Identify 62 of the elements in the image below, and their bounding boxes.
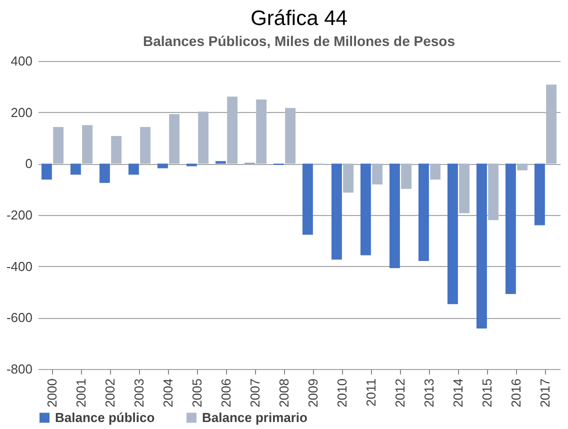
x-tick-label: 2011 bbox=[364, 378, 378, 406]
x-tick-label: 2000 bbox=[44, 378, 60, 408]
chart-subtitle: Balances Públicos, Miles de Millones de Pesos bbox=[143, 33, 456, 49]
bar bbox=[459, 164, 470, 214]
bar bbox=[401, 164, 412, 189]
x-tick-label: 2014 bbox=[450, 378, 466, 408]
x-tick-label: 2001 bbox=[74, 378, 88, 408]
legend-label: Balance primario bbox=[202, 410, 308, 425]
bar bbox=[82, 125, 93, 164]
bar bbox=[430, 164, 441, 180]
x-tick-label: 2017 bbox=[538, 378, 552, 408]
y-tick-label: 400 bbox=[10, 54, 32, 68]
bar bbox=[447, 164, 458, 304]
bar bbox=[128, 164, 139, 175]
bar bbox=[389, 164, 400, 268]
bar bbox=[111, 136, 122, 164]
x-tick-label: 2002 bbox=[102, 378, 118, 408]
bar bbox=[505, 164, 516, 294]
x-tick-label: 2012 bbox=[392, 378, 408, 408]
bar bbox=[343, 164, 354, 193]
bar bbox=[476, 164, 487, 328]
y-tick-label: -400 bbox=[6, 258, 32, 274]
bar bbox=[227, 96, 238, 164]
bar bbox=[256, 100, 267, 164]
bar bbox=[70, 164, 81, 175]
x-tick-label: 2009 bbox=[306, 378, 320, 408]
bar bbox=[140, 126, 151, 164]
x-tick-label: 2010 bbox=[334, 378, 350, 408]
y-tick-label: -800 bbox=[6, 362, 32, 376]
bar bbox=[53, 126, 64, 164]
x-tick-label: 2006 bbox=[218, 378, 234, 408]
bar bbox=[41, 164, 52, 180]
x-tick-label: 2016 bbox=[508, 378, 524, 408]
bar bbox=[372, 164, 383, 184]
x-tick-label: 2005 bbox=[190, 378, 204, 408]
x-tick-label: 2013 bbox=[422, 378, 436, 408]
y-tick-label: -200 bbox=[6, 208, 32, 222]
bar bbox=[517, 164, 528, 170]
chart-title: Gráfica 44 bbox=[250, 7, 348, 30]
x-tick-label: 2015 bbox=[480, 378, 494, 408]
y-tick-label: 200 bbox=[10, 104, 32, 120]
x-tick-label: 2007 bbox=[248, 378, 262, 408]
bar bbox=[418, 164, 429, 261]
bar bbox=[186, 164, 197, 166]
bar bbox=[99, 164, 110, 183]
y-tick-label: 0 bbox=[25, 156, 32, 172]
bar bbox=[331, 164, 342, 260]
bar bbox=[360, 164, 371, 256]
bar bbox=[169, 114, 180, 164]
bar bbox=[546, 84, 557, 164]
y-tick-label: -600 bbox=[6, 310, 32, 326]
legend-label: Balance público bbox=[55, 410, 155, 425]
bar bbox=[285, 108, 296, 164]
x-tick-label: 2003 bbox=[132, 378, 146, 408]
bar bbox=[302, 164, 313, 235]
bar bbox=[215, 161, 226, 164]
x-tick-label: 2004 bbox=[160, 378, 176, 408]
bar bbox=[534, 164, 545, 226]
bar bbox=[198, 112, 209, 164]
x-tick-label: 2008 bbox=[276, 378, 292, 408]
bar bbox=[157, 164, 168, 168]
bar bbox=[488, 164, 499, 220]
